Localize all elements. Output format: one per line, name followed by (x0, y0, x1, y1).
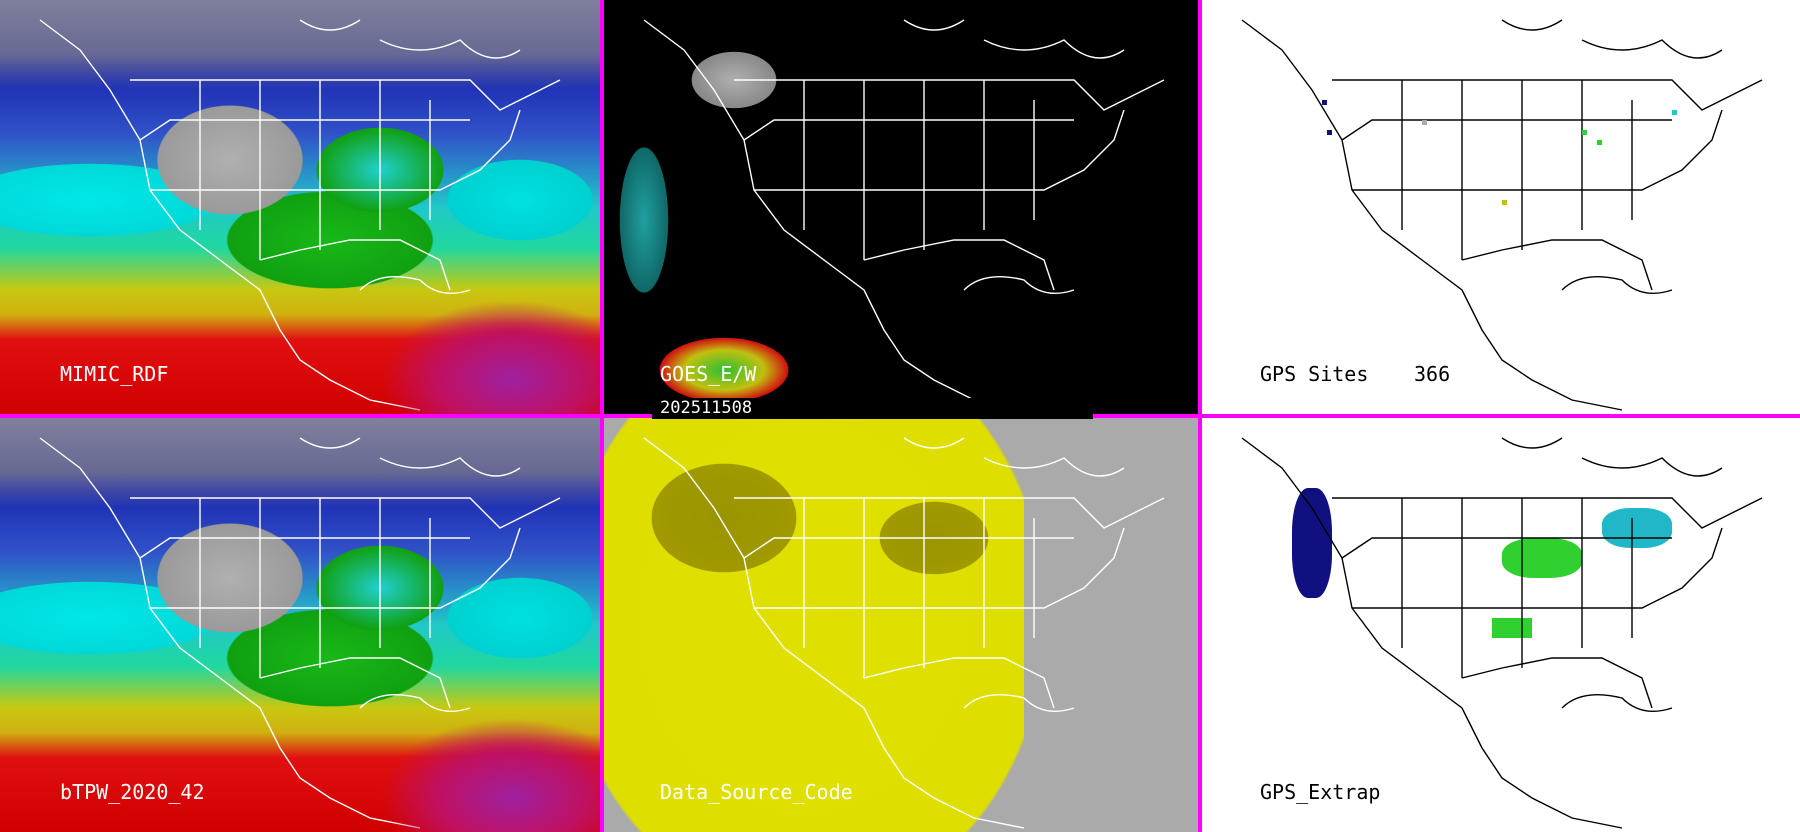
gps-site-marker (1672, 110, 1677, 115)
map-outline (1241, 19, 1763, 411)
gps-site-count: 366 (1414, 362, 1451, 386)
gps-extrap-panel: GPS_Extrap (1202, 418, 1800, 832)
btpw-panel: bTPW_2020_42 (0, 418, 600, 832)
gps-site-marker (1422, 120, 1427, 125)
extrap-region (1502, 538, 1582, 578)
map-outline (643, 437, 1165, 829)
panel-label: GPS Sites (1260, 362, 1369, 386)
gps-site-marker (1582, 130, 1587, 135)
source-coverage (604, 418, 1024, 832)
gps-sites-panel: GPS Sites 366 (1202, 0, 1800, 414)
panel-label: bTPW_2020_42 (60, 780, 205, 804)
gps-site-marker (1502, 200, 1507, 205)
map-outline (39, 437, 561, 829)
extrap-region (1602, 508, 1672, 548)
data-source-code-panel: Data_Source_Code (604, 418, 1198, 832)
panel-label: Data_Source_Code (660, 780, 853, 804)
map-outline (39, 19, 561, 411)
gps-site-marker (1597, 140, 1602, 145)
timestamp: 202511508 (660, 398, 753, 418)
gps-site-marker (1327, 130, 1332, 135)
panel-label: MIMIC_RDF (60, 362, 169, 386)
timestamp-bar: 202511508 (652, 398, 1093, 419)
goes-coverage (604, 40, 800, 414)
goes-panel: GOES_E/W (604, 0, 1198, 414)
panel-label: GPS_Extrap (1260, 780, 1381, 804)
mimic-rdf-panel: MIMIC_RDF (0, 0, 600, 414)
map-outline (643, 19, 1165, 411)
panel-label: GOES_E/W (660, 362, 757, 386)
gps-site-marker (1322, 100, 1327, 105)
extrap-region (1292, 488, 1332, 598)
map-outline (1241, 437, 1763, 829)
